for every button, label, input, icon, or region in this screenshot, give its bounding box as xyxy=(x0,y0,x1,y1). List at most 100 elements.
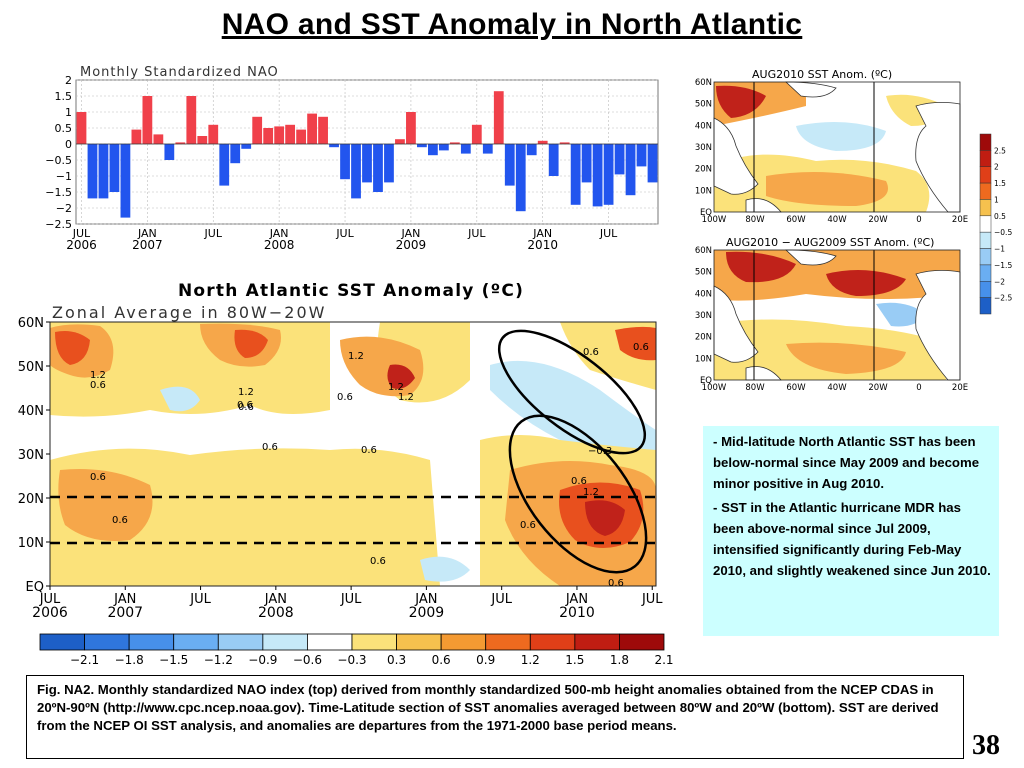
map-y-tick-label: 50N xyxy=(695,100,712,110)
map2-y-axis: 60N 50N 40N 30N 20N 10N EQ xyxy=(695,246,712,386)
sst-y-tick-label: 10N xyxy=(18,536,44,551)
sst-x-tick-year: 2006 xyxy=(32,605,68,621)
nao-bar xyxy=(208,124,219,144)
bullet-text: SST in the Atlantic hurricane MDR has be… xyxy=(713,500,991,578)
sst-x-tick-year: 2009 xyxy=(409,605,445,621)
map2-hot-nw xyxy=(726,251,796,283)
sst-x-tick-label: JUL xyxy=(189,592,211,607)
aug2010-sst-map: AUG2010 SST Anom. (ºC) 60N 50N 40N 30N 20N 10… xyxy=(695,68,968,225)
colorbar-swatch xyxy=(979,297,992,315)
nao-bar xyxy=(131,129,142,144)
nao-bar xyxy=(438,144,449,151)
red-core-2 xyxy=(234,329,268,358)
map1-y-axis: 60N 50N 40N 30N 20N 10N EQ xyxy=(695,78,712,218)
nao-bar xyxy=(570,144,581,205)
colorbar-swatch xyxy=(979,215,992,233)
map-y-tick-label: 60N xyxy=(695,78,712,88)
nao-bar xyxy=(625,144,636,196)
highlight-ellipse-midlat xyxy=(497,329,647,455)
sst-y-tick-label: 30N xyxy=(18,448,44,463)
nao-bar xyxy=(603,144,614,205)
nao-bar xyxy=(362,144,372,183)
map1-warm-mdr xyxy=(766,172,888,206)
vertical-colorbar: 2.5 2 1.5 1 0.5 −0.5 −1 −1.5 −2 −2.5 xyxy=(979,133,1012,315)
colorbar-label: −0.5 xyxy=(994,228,1012,237)
contour-label: 0.6 xyxy=(262,442,278,453)
map-x-tick-label: 100W xyxy=(702,383,727,393)
colorbar-label: −2.5 xyxy=(994,294,1012,303)
cool-region-2009 xyxy=(490,360,656,450)
nao-bar xyxy=(351,144,361,199)
contour-label: 0.6 xyxy=(361,445,377,456)
contour-labels: 1.2 0.6 0.6 1.2 0.6 1.2 0.6 1.2 0.6 0.6 … xyxy=(90,342,649,589)
colorbar-swatch xyxy=(979,182,992,200)
nao-x-tick-year: 2008 xyxy=(264,238,295,252)
nao-chart-title: Monthly Standardized NAO xyxy=(80,65,279,80)
sst-x-tick-label: JAN xyxy=(113,592,136,607)
nao-bar xyxy=(537,140,548,144)
map-x-tick-label: 80W xyxy=(745,215,765,225)
map-y-tick-label: EQ xyxy=(700,376,712,386)
nao-bar xyxy=(340,144,350,180)
nao-x-tick-year: 2006 xyxy=(66,238,97,252)
map-x-tick-label: 20W xyxy=(868,215,888,225)
colorbar-label: −1 xyxy=(994,245,1005,254)
colorbar-label: 0.3 xyxy=(387,653,406,667)
colorbar-swatch xyxy=(529,633,576,651)
colorbar-label: 1.8 xyxy=(610,653,629,667)
nao-bar xyxy=(373,144,383,192)
sst-x-tick-label: JUL xyxy=(340,592,362,607)
nao-bar-chart: Monthly Standardized NAO 2 1.5 1 0.5 0 −0.5 −1… xyxy=(45,65,659,252)
nao-bar xyxy=(186,96,197,144)
map1-europe-africa xyxy=(915,102,961,213)
map2-x-axis: 100W 80W 60W 40W 20W 0 20E xyxy=(702,383,968,393)
map-x-tick-label: 60W xyxy=(786,215,806,225)
map2-warm-mdr xyxy=(786,342,906,374)
contour-label: −0.3 xyxy=(588,446,612,457)
colorbar-label: −1.2 xyxy=(204,653,233,667)
contour-label: 0.6 xyxy=(238,402,254,413)
nao-bar xyxy=(230,144,241,164)
nao-bar xyxy=(98,144,109,199)
nao-bar xyxy=(164,144,175,160)
nao-x-tick-year: 2009 xyxy=(396,238,427,252)
map2-cool-east xyxy=(876,302,926,327)
sst-x-tick-label: JUL xyxy=(39,592,61,607)
nao-bar xyxy=(307,113,317,144)
map-y-tick-label: 20N xyxy=(695,165,712,175)
contour-label: 0.6 xyxy=(608,578,624,589)
nao-bar xyxy=(493,91,504,144)
vertical-colorbar-labels: 2.5 2 1.5 1 0.5 −0.5 −1 −1.5 −2 −2.5 xyxy=(994,146,1012,302)
nao-bar xyxy=(252,116,263,144)
contour-label: 0.6 xyxy=(90,472,106,483)
colorbar-label: 1 xyxy=(994,195,999,204)
nao-x-tick-label: JUL xyxy=(72,227,91,240)
red-core-3 xyxy=(387,364,415,389)
bullet-item: - SST in the Atlantic hurricane MDR has … xyxy=(713,500,991,578)
highlight-ellipse-mdr xyxy=(508,414,648,574)
nao-y-tick-label: −1.5 xyxy=(45,186,72,199)
contour-label: 1.2 xyxy=(583,487,599,498)
aug2010-minus-aug2009-map: AUG2010 − AUG2009 SST Anom. (ºC) 60N 50N 4… xyxy=(695,236,968,393)
colorbar-swatch xyxy=(979,150,992,167)
colorbar-label: 2 xyxy=(994,163,999,172)
nao-bar xyxy=(87,144,98,199)
nao-bar xyxy=(548,144,559,176)
map-x-tick-label: 40W xyxy=(827,383,847,393)
contour-label: 0.6 xyxy=(237,400,253,411)
sst-x-tick-year: 2008 xyxy=(258,605,294,621)
nao-x-tick-label: JUL xyxy=(599,227,618,240)
map2-frame xyxy=(713,249,961,381)
nao-y-tick-label: 0 xyxy=(65,138,72,151)
horizontal-colorbar: −2.1 −1.8 −1.5 −1.2 −0.9 −0.6 −0.3 0.3 0.6 0.9 1.2… xyxy=(39,633,674,667)
nao-bar xyxy=(581,144,592,183)
nao-bar xyxy=(384,144,394,183)
sst-x-tick-label: JAN xyxy=(264,592,287,607)
nao-bar xyxy=(460,144,471,154)
sst-x-tick-year: 2010 xyxy=(559,605,595,621)
map-y-tick-label: 20N xyxy=(695,333,712,343)
colorbar-swatch xyxy=(307,633,353,651)
nao-bar xyxy=(153,134,164,144)
nao-y-tick-label: 1 xyxy=(65,106,72,119)
map2-north-america xyxy=(713,285,759,363)
